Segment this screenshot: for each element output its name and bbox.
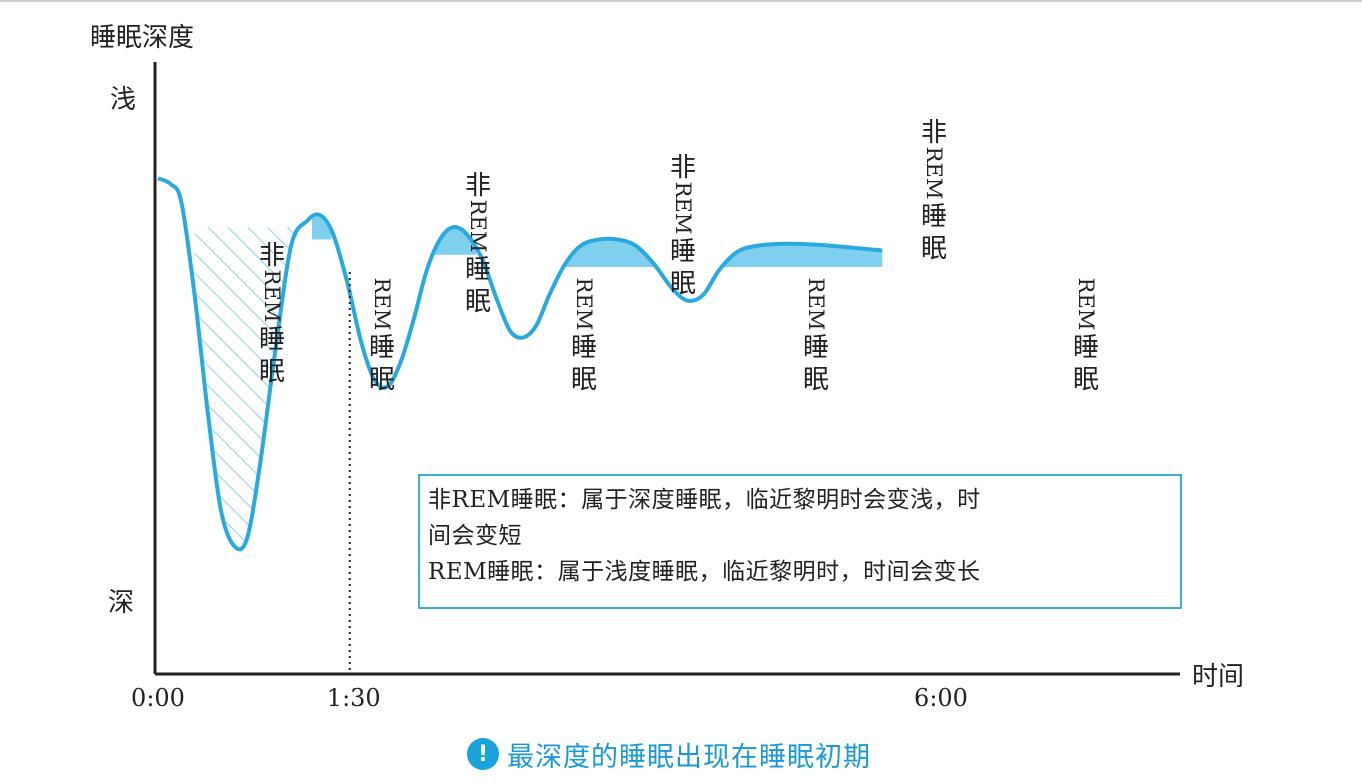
svg-text:眠: 眠 [921, 234, 947, 264]
svg-text:睡: 睡 [369, 333, 395, 363]
x-tick-labels: 0:00 1:30 6:00 [131, 684, 968, 712]
screenshot-top-border [0, 0, 1362, 2]
rem-shaded-area [716, 243, 883, 268]
y-axis-title: 睡眠深度 [90, 23, 194, 53]
non-rem-sleep-label: 非REM睡眠 [670, 153, 696, 299]
svg-text:眠: 眠 [571, 365, 597, 395]
svg-text:睡: 睡 [465, 255, 491, 285]
svg-text:REM: REM [804, 278, 828, 331]
svg-text:睡: 睡 [571, 333, 597, 363]
svg-text:睡: 睡 [670, 237, 696, 267]
svg-text:REM: REM [260, 270, 284, 323]
y-bottom-label: 深 [108, 588, 134, 618]
x-axis-title: 时间 [1192, 662, 1244, 692]
x-tick-label: 0:00 [131, 684, 185, 712]
rem-sleep-label: REM睡眠 [369, 278, 395, 395]
svg-text:REM: REM [370, 278, 394, 331]
caption: ! 最深度的睡眠出现在睡眠初期 [467, 734, 871, 774]
exclamation-icon: ! [467, 738, 499, 770]
svg-text:眠: 眠 [259, 357, 285, 387]
svg-text:REM: REM [1074, 278, 1098, 331]
rem-shaded-area [311, 215, 332, 240]
legend-non-rem-line-continued: 间会变短 [428, 523, 522, 549]
non-rem-sleep-label: 非REM睡眠 [921, 118, 947, 264]
svg-text:REM: REM [572, 278, 596, 331]
svg-text:睡: 睡 [921, 202, 947, 232]
rem-sleep-label: REM睡眠 [1073, 278, 1099, 395]
rem-sleep-label: REM睡眠 [571, 278, 597, 395]
chart-axes [153, 62, 1180, 676]
svg-text:REM: REM [466, 200, 490, 253]
svg-text:眠: 眠 [670, 269, 696, 299]
non-rem-sleep-label: 非REM睡眠 [259, 241, 285, 387]
legend-rem-line: REM睡眠：属于浅度睡眠，临近黎明时，时间会变长 [428, 559, 981, 585]
legend-non-rem-line: 非REM睡眠：属于深度睡眠，临近黎明时会变浅，时 [428, 487, 981, 513]
svg-text:非: 非 [465, 171, 491, 201]
sleep-depth-line [157, 176, 883, 552]
svg-text:非: 非 [670, 153, 696, 183]
y-top-label: 浅 [110, 85, 136, 115]
svg-text:REM: REM [922, 147, 946, 200]
sleep-depth-curve [157, 176, 883, 552]
svg-text:眠: 眠 [465, 287, 491, 317]
svg-text:眠: 眠 [369, 365, 395, 395]
svg-text:非: 非 [921, 118, 947, 148]
rem-sleep-label: REM睡眠 [803, 278, 829, 395]
non-rem-hatched-area [194, 227, 312, 545]
x-tick-label: 6:00 [914, 684, 968, 712]
caption-text: 最深度的睡眠出现在睡眠初期 [507, 741, 871, 773]
svg-text:眠: 眠 [803, 365, 829, 395]
x-tick-label: 1:30 [327, 684, 381, 712]
svg-text:睡: 睡 [803, 333, 829, 363]
svg-text:非: 非 [259, 241, 285, 271]
svg-text:眠: 眠 [1073, 365, 1099, 395]
legend-box: 非REM睡眠：属于深度睡眠，临近黎明时会变浅，时 间会变短 REM睡眠：属于浅度… [418, 474, 1182, 609]
svg-text:REM: REM [671, 182, 695, 235]
non-rem-sleep-label: 非REM睡眠 [465, 171, 491, 317]
svg-text:睡: 睡 [259, 325, 285, 355]
svg-text:睡: 睡 [1073, 333, 1099, 363]
